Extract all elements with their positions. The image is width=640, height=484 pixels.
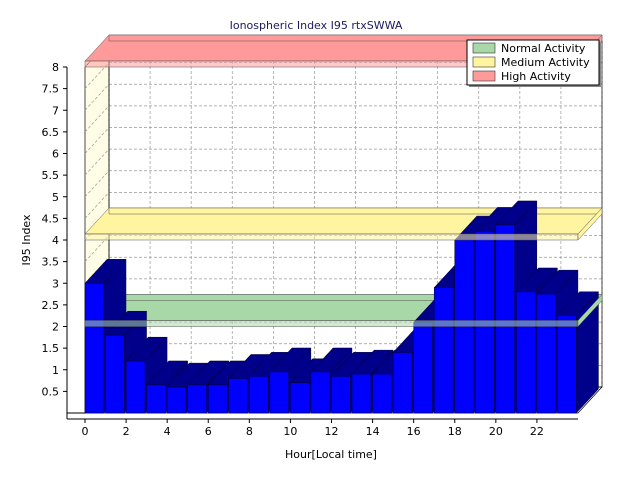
bar-front — [372, 373, 392, 414]
grid-line-side — [84, 235, 110, 262]
y-tick-label: 1 — [52, 364, 59, 377]
chart-axes — [63, 66, 578, 423]
grid-line-side — [84, 105, 110, 133]
bar-series — [84, 200, 600, 414]
band-end — [577, 293, 603, 328]
legend-label: Normal Activity — [501, 42, 586, 55]
y-tick-label: 4.5 — [42, 212, 60, 225]
y-tick-labels: 0.5 1 1.5 2 2.5 3 3.5 4 4.5 5 5.5 6 6.5 7 7.5 8 — [42, 61, 60, 398]
y-tick-label: 5 — [52, 191, 59, 204]
y-tick-label: 8 — [52, 61, 59, 74]
x-tick-label: 10 — [283, 425, 297, 438]
bar-front — [413, 321, 433, 414]
x-tick-label: 4 — [164, 425, 171, 438]
legend-label: High Activity — [501, 70, 571, 83]
x-axis-label: Hour[Local time] — [285, 448, 377, 461]
x-tick-label: 6 — [205, 425, 212, 438]
y-tick-label: 2 — [52, 321, 59, 334]
bar-front — [392, 352, 413, 414]
grid-line-side — [84, 170, 110, 197]
y-tick-label: 4 — [52, 234, 59, 247]
band-end — [577, 207, 603, 241]
legend-swatch — [472, 42, 496, 54]
bar-front — [208, 384, 228, 414]
legend-swatch — [472, 56, 496, 68]
bar-front — [516, 291, 536, 414]
bar-front — [125, 360, 146, 414]
x-tick-label: 0 — [82, 425, 89, 438]
y-tick-label: 7 — [52, 104, 59, 117]
bar-front — [290, 382, 310, 414]
legend-label: Medium Activity — [501, 56, 590, 69]
grid-line-side — [84, 148, 110, 176]
bar-front — [269, 371, 290, 414]
grid-line-side — [84, 62, 110, 89]
legend-swatch — [472, 70, 496, 82]
band-front — [84, 320, 579, 327]
x-tick-label: 20 — [489, 425, 503, 438]
bar-front — [187, 384, 207, 414]
bar-front — [495, 224, 515, 414]
y-tick-label: 3.5 — [42, 256, 60, 269]
bar-front — [166, 386, 187, 414]
y-tick-label: 7.5 — [42, 83, 60, 96]
bar-front — [105, 334, 125, 414]
x-tick-label: 18 — [448, 425, 462, 438]
x-tick-labels: 0 2 4 6 8 10 12 14 16 18 20 22 — [82, 425, 544, 438]
y-tick-label: 2.5 — [42, 299, 60, 312]
bar-front — [146, 384, 166, 414]
y-tick-label: 1.5 — [42, 342, 60, 355]
x-tick-label: 22 — [530, 425, 544, 438]
bar-front — [557, 315, 577, 414]
x-tick-label: 2 — [123, 425, 130, 438]
bar-front — [351, 373, 372, 414]
x-tick-label: 16 — [407, 425, 421, 438]
grid-line-side — [84, 192, 110, 219]
grid-line-side — [84, 84, 110, 111]
bar-front — [84, 283, 105, 414]
band-front — [84, 233, 579, 241]
bar-front — [536, 293, 557, 414]
y-tick-label: 0.5 — [42, 385, 60, 398]
bar-front — [433, 287, 454, 414]
chart-title: Ionospheric Index I95 rtxSWWA — [230, 19, 403, 32]
x-tick-label: 8 — [246, 425, 253, 438]
y-axis-label: I95 Index — [20, 214, 33, 266]
x-tick-label: 12 — [325, 425, 339, 438]
bar-front — [228, 378, 248, 414]
grid-line-side — [84, 127, 110, 154]
y-tick-label: 3 — [52, 277, 59, 290]
bar-front — [310, 371, 331, 414]
y-tick-label: 6.5 — [42, 126, 60, 139]
x-tick-label: 14 — [366, 425, 380, 438]
bar-front — [249, 375, 269, 414]
y-tick-label: 6 — [52, 148, 59, 161]
bar-front — [331, 375, 351, 414]
y-tick-label: 5.5 — [42, 169, 60, 182]
